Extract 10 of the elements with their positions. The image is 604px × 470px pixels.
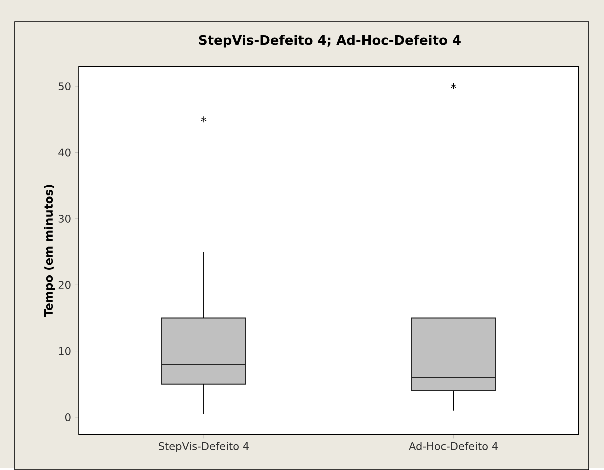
y-tick-label: 20 bbox=[58, 280, 71, 289]
y-tick-label: 10 bbox=[59, 347, 71, 356]
x-tick-label: Ad-Hoc-Defeito 4 bbox=[409, 442, 498, 450]
chart-title: StepVis-Defeito 4; Ad-Hoc-Defeito 4 bbox=[199, 34, 461, 48]
y-tick-label: 0 bbox=[65, 413, 71, 422]
x-tick-label: StepVis-Defeito 4 bbox=[159, 442, 249, 452]
y-axis-title: Tempo (em minutos) bbox=[44, 184, 56, 317]
y-tick-label: 50 bbox=[58, 82, 71, 90]
y-tick-label: 40 bbox=[58, 148, 71, 157]
y-tick-label: 30 bbox=[58, 214, 71, 223]
